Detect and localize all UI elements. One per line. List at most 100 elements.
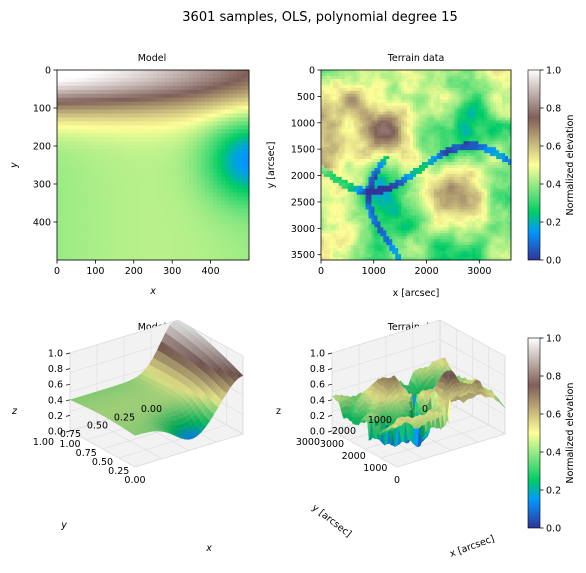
- heatmap-cell: [436, 70, 441, 74]
- heatmap-cell: [404, 132, 408, 136]
- heatmap-cell: [350, 111, 355, 115]
- heatmap-cell: [421, 248, 426, 252]
- heatmap-cell: [237, 188, 242, 194]
- heatmap-cell: [89, 141, 94, 146]
- heatmap-cell: [85, 129, 90, 134]
- heatmap-cell: [89, 81, 94, 87]
- heatmap-cell: [61, 129, 66, 134]
- heatmap-cell: [439, 147, 444, 151]
- heatmap-cell: [245, 73, 250, 79]
- heatmap-cell: [57, 121, 62, 126]
- heatmap-cell: [433, 156, 438, 160]
- heatmap-cell: [365, 254, 369, 258]
- heatmap-cell: [398, 194, 402, 199]
- heatmap-cell: [341, 159, 346, 163]
- heatmap-cell: [407, 102, 411, 107]
- heatmap-cell: [323, 191, 328, 196]
- heatmap-cell: [436, 242, 441, 246]
- heatmap-cell: [89, 157, 94, 162]
- heatmap-cell: [205, 208, 210, 213]
- heatmap-cell: [185, 248, 190, 253]
- heatmap-cell: [173, 109, 178, 114]
- heatmap-cell: [374, 120, 378, 124]
- heatmap-cell: [141, 73, 146, 79]
- heatmap-cell: [237, 145, 242, 150]
- heatmap-cell: [359, 162, 363, 166]
- heatmap-cell: [359, 239, 363, 243]
- heatmap-cell: [61, 212, 66, 217]
- heatmap-cell: [105, 77, 110, 83]
- heatmap-cell: [427, 200, 432, 204]
- heatmap-cell: [407, 93, 411, 98]
- heatmap-cell: [398, 141, 402, 145]
- heatmap-cell: [93, 141, 98, 146]
- heatmap-cell: [424, 221, 429, 225]
- heatmap-cell: [89, 113, 94, 118]
- heatmap-cell: [424, 242, 429, 246]
- heatmap-cell: [430, 206, 435, 210]
- heatmap-cell: [109, 176, 114, 182]
- heatmap-cell: [356, 132, 360, 136]
- heatmap-cell: [157, 252, 162, 257]
- heatmap-cell: [362, 147, 366, 151]
- heatmap-cell: [407, 129, 411, 133]
- heatmap-cell: [121, 133, 126, 138]
- heatmap-cell: [407, 224, 411, 228]
- heatmap-cell: [383, 117, 387, 121]
- heatmap-cell: [77, 168, 82, 174]
- heatmap-cell: [161, 137, 166, 142]
- heatmap-cell: [439, 99, 444, 104]
- heatmap-cell: [332, 245, 337, 249]
- heatmap-cell: [113, 240, 118, 245]
- heatmap-cell: [85, 165, 90, 170]
- heatmap-cell: [389, 120, 393, 124]
- heatmap-cell: [109, 172, 114, 178]
- heatmap-cell: [121, 248, 126, 253]
- heatmap-cell: [113, 121, 118, 126]
- heatmap-cell: [418, 93, 423, 98]
- heatmap-cell: [209, 161, 214, 166]
- heatmap-cell: [141, 101, 146, 107]
- heatmap-cell: [383, 93, 387, 98]
- heatmap-cell: [386, 236, 390, 240]
- x-tick-label: 100: [86, 266, 104, 277]
- heatmap-cell: [359, 170, 363, 175]
- heatmap-cell: [149, 165, 154, 170]
- heatmap-cell: [424, 105, 429, 109]
- heatmap-cell: [237, 141, 242, 146]
- heatmap-cell: [157, 97, 162, 103]
- heatmap-cell: [117, 240, 122, 245]
- heatmap-cell: [356, 197, 360, 202]
- heatmap-cell: [57, 220, 62, 225]
- heatmap-cell: [105, 101, 110, 107]
- heatmap-cell: [233, 196, 238, 202]
- heatmap-cell: [205, 89, 210, 95]
- heatmap-cell: [185, 256, 190, 261]
- heatmap-cell: [323, 117, 328, 121]
- heatmap-cell: [398, 227, 402, 231]
- heatmap-cell: [416, 185, 420, 190]
- heatmap-cell: [225, 89, 230, 95]
- heatmap-cell: [321, 93, 325, 98]
- heatmap-cell: [225, 149, 230, 154]
- heatmap-cell: [61, 101, 66, 107]
- heatmap-cell: [442, 75, 447, 80]
- heatmap-cell: [229, 145, 234, 150]
- heatmap-cell: [117, 188, 122, 194]
- heatmap-cell: [65, 145, 70, 150]
- heatmap-cell: [101, 172, 106, 178]
- heatmap-cell: [332, 167, 337, 172]
- heatmap-cell: [371, 251, 375, 255]
- heatmap-cell: [392, 156, 396, 160]
- heatmap-cell: [323, 144, 328, 148]
- heatmap-cell: [153, 113, 158, 118]
- heatmap-cell: [77, 157, 82, 162]
- heatmap-cell: [149, 172, 154, 178]
- heatmap-cell: [193, 236, 198, 241]
- heatmap-cell: [341, 197, 346, 202]
- heatmap-cell: [350, 138, 355, 142]
- heatmap-cell: [141, 85, 146, 91]
- heatmap-cell: [395, 248, 399, 252]
- heatmap-cell: [395, 191, 399, 196]
